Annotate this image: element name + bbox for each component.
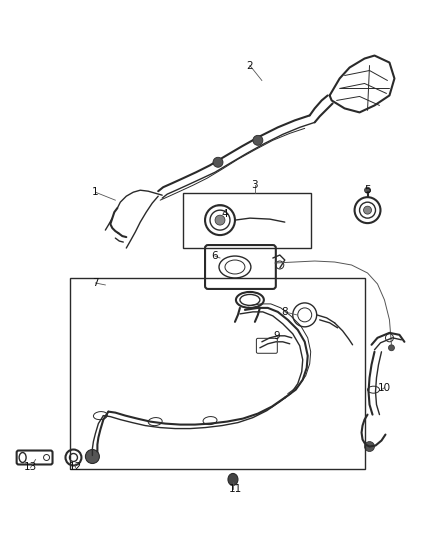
Circle shape — [215, 215, 225, 225]
Circle shape — [364, 187, 371, 193]
Text: 8: 8 — [282, 307, 288, 317]
Ellipse shape — [228, 473, 238, 486]
Text: 3: 3 — [251, 180, 258, 190]
Text: 9: 9 — [273, 331, 280, 341]
Circle shape — [364, 206, 371, 214]
Text: 4: 4 — [222, 209, 228, 219]
Bar — [183, 193, 311, 248]
Text: 6: 6 — [212, 251, 218, 261]
Text: 5: 5 — [364, 185, 371, 195]
Text: 11: 11 — [228, 484, 242, 495]
Text: 1: 1 — [92, 187, 99, 197]
Circle shape — [364, 441, 374, 451]
Text: 2: 2 — [247, 61, 253, 70]
Text: 13: 13 — [24, 463, 37, 472]
Circle shape — [213, 157, 223, 167]
Circle shape — [85, 449, 99, 464]
Circle shape — [253, 135, 263, 146]
Text: 12: 12 — [69, 463, 82, 472]
Circle shape — [389, 345, 395, 351]
Text: 7: 7 — [92, 278, 99, 288]
Bar — [71, 278, 364, 470]
Text: 10: 10 — [378, 383, 391, 393]
